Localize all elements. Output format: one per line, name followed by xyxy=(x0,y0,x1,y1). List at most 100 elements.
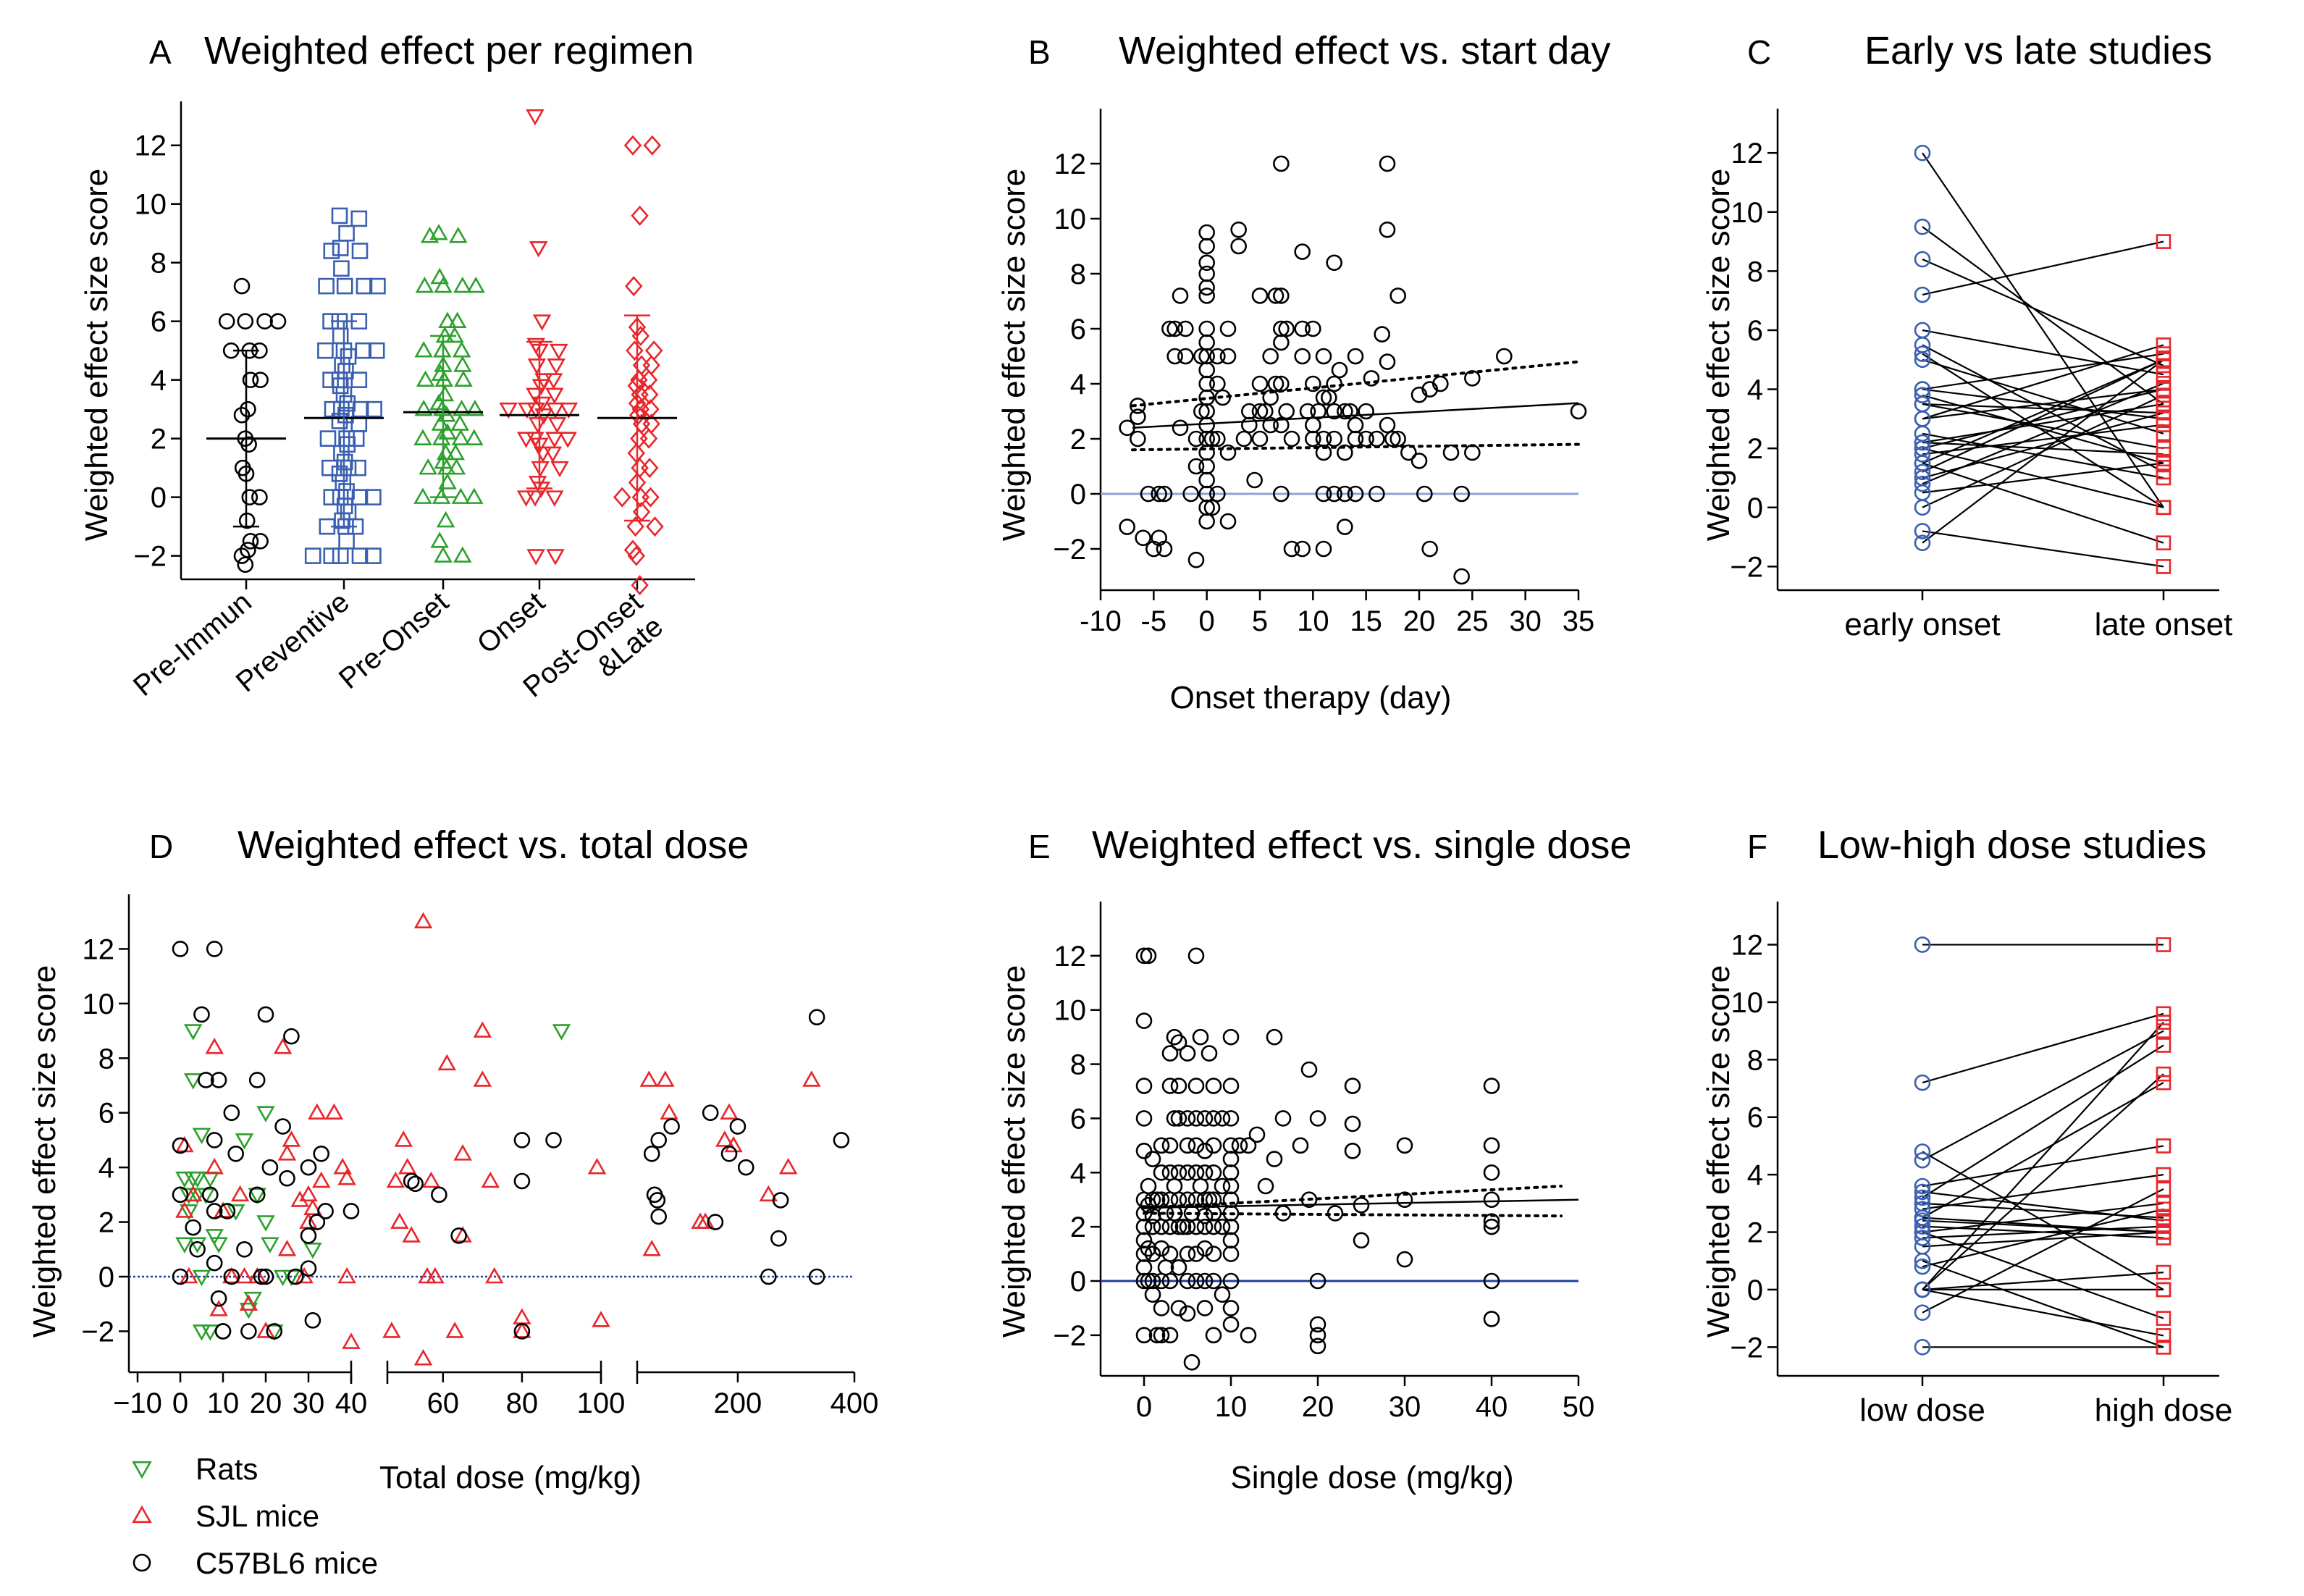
panel-a-point xyxy=(543,446,563,463)
panel-e-y-tick-label: −2 xyxy=(1053,1320,1086,1352)
panel-a-point xyxy=(452,341,471,358)
panel-e-point xyxy=(1187,947,1205,965)
panel-d-point-c57bl6-mice xyxy=(707,1214,724,1230)
panel-c-pair-line xyxy=(1922,530,2164,568)
panel-a-point xyxy=(499,402,518,419)
panel-a-x-tick-line: Pre-Onset xyxy=(333,586,455,695)
panel-b-x-tick-label: 25 xyxy=(1456,605,1489,637)
panel-c-pair-line xyxy=(1922,382,2164,485)
panel-b-ylabel: Weighted effect size score xyxy=(996,169,1032,541)
panel-c-pair-line xyxy=(1922,388,2164,420)
panel-a-point xyxy=(323,243,340,259)
panel-a-point xyxy=(365,489,382,505)
panel-f-point-right xyxy=(2156,1066,2171,1082)
panel-b-point xyxy=(1496,348,1513,365)
panel-a-point xyxy=(350,210,368,227)
panel-e-point xyxy=(1187,1110,1205,1127)
panel-a-title: Weighted effect per regimen xyxy=(204,29,694,72)
panel-b-y-tick-label: 6 xyxy=(1070,314,1086,345)
panel-e-y-tick-label: 6 xyxy=(1070,1103,1086,1135)
panel-a-point xyxy=(613,487,631,508)
panel-f-title: Low-high dose studies xyxy=(1817,823,2206,867)
panel-e-point xyxy=(1153,1327,1170,1344)
panel-d-x-tick-label: 0 xyxy=(172,1387,188,1419)
panel-a-point xyxy=(338,430,355,447)
panel-b-point xyxy=(1177,348,1194,365)
legend-marker-rats xyxy=(132,1461,152,1479)
panel-a-point xyxy=(544,373,563,390)
panel-d-point-c57bl6-mice xyxy=(313,1145,330,1162)
panel-b-point xyxy=(1315,444,1332,461)
panel-a-point xyxy=(414,400,433,416)
panel-a-point xyxy=(304,547,321,564)
panel-f-pair-line xyxy=(1922,1231,2164,1248)
panel-b-point xyxy=(1326,430,1342,448)
panel-b-x-tick-label: 0 xyxy=(1199,605,1215,637)
panel-f-x-tick-label: high dose xyxy=(2095,1393,2233,1428)
panel-f-pair-line xyxy=(1922,1073,2164,1290)
panel-b-point xyxy=(1151,485,1167,503)
panel-b-point xyxy=(1198,238,1215,255)
panel-b-point xyxy=(1410,453,1428,469)
panel-e-point xyxy=(1135,1110,1153,1127)
panel-c-pair-line xyxy=(1922,441,2164,455)
panel-d-point-sjl-mice xyxy=(453,1144,472,1161)
panel-d-point-rats xyxy=(192,1127,211,1145)
panel-e-point xyxy=(1222,1177,1240,1195)
panel-d-point-c57bl6-mice xyxy=(342,1203,360,1219)
panel-a-point xyxy=(321,459,338,476)
panel-b-point xyxy=(1198,320,1215,337)
panel-c-point-left xyxy=(1914,395,1931,413)
panel-a-point xyxy=(338,483,355,500)
panel-d-point-sjl-mice xyxy=(394,1130,413,1147)
panel-f-point-right xyxy=(2156,1138,2171,1154)
panel-b-point xyxy=(1305,320,1321,337)
panel-d-point-sjl-mice xyxy=(290,1190,309,1207)
panel-d-point-c57bl6-mice xyxy=(304,1312,321,1329)
panel-e-point xyxy=(1187,1218,1205,1235)
panel-e-point xyxy=(1396,1137,1413,1154)
panel-b-x-tick-label: 5 xyxy=(1252,605,1268,637)
panel-e-point xyxy=(1170,1300,1187,1316)
panel-d-point-c57bl6-mice xyxy=(308,1214,326,1230)
panel-a-point xyxy=(632,355,651,376)
panel-f-letter: F xyxy=(1747,828,1767,865)
panel-e-point xyxy=(1222,1272,1240,1290)
panel-b-point xyxy=(1379,416,1396,434)
panel-d-point-c57bl6-mice xyxy=(223,1104,240,1122)
panel-b-y-tick-label: 12 xyxy=(1054,148,1087,180)
panel-d-point-c57bl6-mice xyxy=(274,1118,291,1135)
panel-b-point xyxy=(1187,430,1205,448)
panel-f-pair-line xyxy=(1922,1151,2164,1290)
panel-b-point xyxy=(1453,568,1470,585)
panel-d-point-c57bl6-mice xyxy=(206,1254,223,1272)
panel-d-point-sjl-mice xyxy=(413,912,433,929)
panel-c-point-left xyxy=(1914,286,1931,303)
panel-e-point xyxy=(1344,1078,1361,1094)
panel-f-point-right xyxy=(2156,1015,2171,1030)
panel-e-point xyxy=(1240,1137,1257,1154)
panel-a-point xyxy=(332,327,349,345)
panel-d-point-c57bl6-mice xyxy=(649,1192,666,1209)
panel-f-point-right xyxy=(2156,1201,2171,1217)
panel-d-y-tick-label: 12 xyxy=(83,933,115,965)
panel-d-point-c57bl6-mice xyxy=(317,1203,334,1219)
panel-c-y-tick-label: 12 xyxy=(1731,138,1764,169)
panel-c-point-left xyxy=(1914,144,1931,161)
panel-e-letter: E xyxy=(1028,828,1051,865)
panel-b-point xyxy=(1198,361,1215,379)
panel-a-point xyxy=(643,135,662,156)
panel-e-point xyxy=(1214,1110,1231,1127)
panel-c-point-right xyxy=(2156,366,2171,382)
panel-a-point xyxy=(237,313,254,329)
panel-d-point-c57bl6-mice xyxy=(210,1290,227,1307)
panel-e-point xyxy=(1166,1028,1183,1046)
panel-d-point-c57bl6-mice xyxy=(287,1268,304,1285)
panel-e-point xyxy=(1483,1078,1500,1094)
panel-b-point xyxy=(1219,348,1237,365)
panel-d-y-tick-label: 2 xyxy=(98,1207,114,1239)
panel-b-point xyxy=(1283,430,1300,448)
panel-a-point xyxy=(338,224,355,242)
panel-a-point xyxy=(233,406,251,424)
panel-d-point-rats xyxy=(180,1204,198,1221)
